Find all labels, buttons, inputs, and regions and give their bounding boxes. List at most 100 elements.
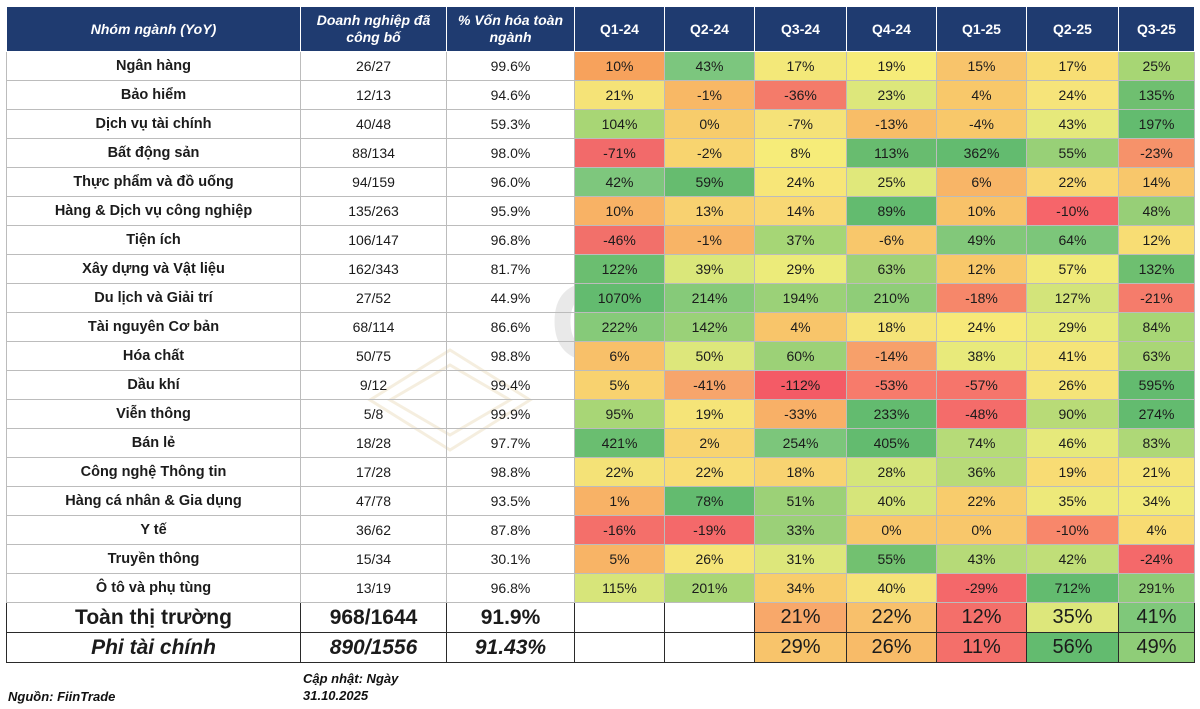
growth-cell: 40% (846, 486, 937, 516)
growth-cell: 10% (936, 196, 1027, 226)
cap-share: 98.8% (446, 341, 575, 371)
total-reported: 968/1644 (300, 602, 447, 633)
cap-share: 59.3% (446, 109, 575, 139)
growth-cell: 35% (1026, 486, 1119, 516)
table-row: Thực phẩm và đồ uống 94/159 96.0% 42% 59% 24%… (6, 167, 1195, 197)
cap-share: 96.0% (446, 167, 575, 197)
table-row: Bảo hiểm 12/13 94.6% 21% -1% -36% 23% 4% 24% 135% (6, 80, 1195, 110)
growth-cell: 6% (936, 167, 1027, 197)
cap-share: 99.4% (446, 370, 575, 400)
growth-cell: 57% (1026, 254, 1119, 284)
table-row: Công nghệ Thông tin 17/28 98.8% 22% 22% 18% 28… (6, 457, 1195, 487)
total-growth-cell: 49% (1118, 632, 1195, 663)
total-growth-cell: 22% (846, 602, 937, 633)
growth-cell: 6% (574, 341, 665, 371)
table-row: Dầu khí 9/12 99.4% 5% -41% -112% -53% -57% 26% 59… (6, 370, 1195, 400)
reported-count: 18/28 (300, 428, 447, 458)
table-row: Bán lẻ 18/28 97.7% 421% 2% 254% 405% 74% 46% 83% (6, 428, 1195, 458)
growth-cell: 29% (754, 254, 847, 284)
growth-cell: -41% (664, 370, 755, 400)
reported-count: 68/114 (300, 312, 447, 342)
total-growth-cell: 35% (1026, 602, 1119, 633)
growth-cell: 127% (1026, 283, 1119, 313)
growth-cell: -18% (936, 283, 1027, 313)
growth-cell: 122% (574, 254, 665, 284)
growth-cell: 104% (574, 109, 665, 139)
growth-cell: 22% (664, 457, 755, 487)
growth-cell: 19% (664, 399, 755, 429)
growth-cell: 28% (846, 457, 937, 487)
sector-name: Y tế (6, 515, 301, 545)
growth-cell: 14% (754, 196, 847, 226)
sector-name: Bảo hiểm (6, 80, 301, 110)
total-row: Toàn thị trường 968/1644 91.9% 21% 22% 12% 35%… (6, 602, 1195, 633)
header-q1-24: Q1-24 (574, 6, 665, 52)
growth-cell: 21% (574, 80, 665, 110)
growth-cell: -71% (574, 138, 665, 168)
header-q3-25: Q3-25 (1118, 6, 1195, 52)
table-row: Hóa chất 50/75 98.8% 6% 50% 60% -14% 38% 41% 63% (6, 341, 1195, 371)
sector-name: Hàng & Dịch vụ công nghiệp (6, 196, 301, 226)
growth-cell: 17% (754, 51, 847, 81)
growth-cell: 201% (664, 573, 755, 603)
growth-cell: 18% (754, 457, 847, 487)
cap-share: 44.9% (446, 283, 575, 313)
growth-cell: -112% (754, 370, 847, 400)
growth-cell: 254% (754, 428, 847, 458)
reported-count: 5/8 (300, 399, 447, 429)
growth-cell: 1070% (574, 283, 665, 313)
sector-name: Hóa chất (6, 341, 301, 371)
header-cap-share: % Vốn hóa toàn ngành (446, 6, 575, 52)
sector-name: Ngân hàng (6, 51, 301, 81)
growth-cell: 37% (754, 225, 847, 255)
table-row: Dịch vụ tài chính 40/48 59.3% 104% 0% -7% -13%… (6, 109, 1195, 139)
sector-name: Dầu khí (6, 370, 301, 400)
growth-cell: 197% (1118, 109, 1195, 139)
sector-name: Du lịch và Giải trí (6, 283, 301, 313)
growth-cell: 22% (936, 486, 1027, 516)
growth-cell: -33% (754, 399, 847, 429)
growth-cell: 4% (754, 312, 847, 342)
reported-count: 135/263 (300, 196, 447, 226)
total-name: Toàn thị trường (6, 602, 301, 633)
growth-cell: -29% (936, 573, 1027, 603)
total-growth-cell: 21% (754, 602, 847, 633)
total-name: Phi tài chính (6, 632, 301, 663)
growth-cell: 26% (664, 544, 755, 574)
total-growth-cell (664, 632, 755, 663)
growth-cell: 40% (846, 573, 937, 603)
growth-cell: 36% (936, 457, 1027, 487)
growth-cell: 194% (754, 283, 847, 313)
source-note: Nguồn: FiinTrade (8, 689, 116, 704)
sector-name: Bất động sản (6, 138, 301, 168)
growth-cell: 84% (1118, 312, 1195, 342)
sector-name: Tài nguyên Cơ bản (6, 312, 301, 342)
table-row: Hàng & Dịch vụ công nghiệp 135/263 95.9% 10… (6, 196, 1195, 226)
sector-name: Ô tô và phụ tùng (6, 573, 301, 603)
growth-cell: 595% (1118, 370, 1195, 400)
reported-count: 50/75 (300, 341, 447, 371)
table-row: Bất động sản 88/134 98.0% -71% -2% 8% 113% 362%… (6, 138, 1195, 168)
growth-cell: 95% (574, 399, 665, 429)
cap-share: 96.8% (446, 573, 575, 603)
growth-cell: 43% (1026, 109, 1119, 139)
total-growth-cell: 12% (936, 602, 1027, 633)
update-label: Cập nhật: Ngày (303, 671, 399, 686)
cap-share: 95.9% (446, 196, 575, 226)
growth-cell: -10% (1026, 515, 1119, 545)
growth-cell: 12% (1118, 225, 1195, 255)
growth-cell: 49% (936, 225, 1027, 255)
growth-cell: 26% (1026, 370, 1119, 400)
growth-cell: 115% (574, 573, 665, 603)
sector-name: Hàng cá nhân & Gia dụng (6, 486, 301, 516)
sector-name: Bán lẻ (6, 428, 301, 458)
cap-share: 99.9% (446, 399, 575, 429)
reported-count: 12/13 (300, 80, 447, 110)
cap-share: 97.7% (446, 428, 575, 458)
growth-cell: 291% (1118, 573, 1195, 603)
table-row: Y tế 36/62 87.8% -16% -19% 33% 0% 0% -10% 4% (6, 515, 1195, 545)
growth-cell: 5% (574, 370, 665, 400)
reported-count: 9/12 (300, 370, 447, 400)
growth-cell: 23% (846, 80, 937, 110)
growth-cell: 55% (1026, 138, 1119, 168)
